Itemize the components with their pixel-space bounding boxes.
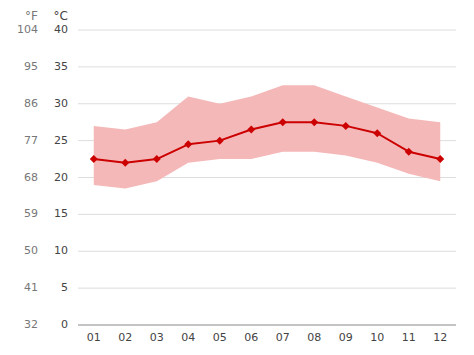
marker (373, 129, 381, 137)
grid-line (78, 66, 456, 67)
y2-tick-label: 86 (24, 97, 38, 110)
x-tick-label: 09 (339, 331, 353, 344)
grid-line (78, 288, 456, 289)
marker (405, 148, 413, 156)
marker (216, 137, 224, 145)
y-tick-label: 5 (61, 281, 68, 294)
marker (121, 159, 129, 167)
y2-tick-label: 77 (24, 134, 38, 147)
marker (153, 155, 161, 163)
y-tick-label: 30 (54, 97, 68, 110)
marker (90, 155, 98, 163)
y2-tick-label: 50 (24, 244, 38, 257)
marker (184, 140, 192, 148)
x-tick-label: 06 (244, 331, 258, 344)
x-axis-line (78, 325, 456, 326)
grid (78, 30, 456, 325)
plot-area (90, 85, 445, 188)
y-axis-label: °C (54, 9, 68, 23)
x-tick-label: 02 (118, 331, 132, 344)
y-tick-label: 40 (54, 23, 68, 36)
y2-tick-label: 95 (24, 60, 38, 73)
chart: 05101520253035403241505968778695104°C°F0… (0, 0, 474, 355)
x-tick-label: 10 (370, 331, 384, 344)
x-tick-label: 08 (307, 331, 321, 344)
y-tick-label: 20 (54, 171, 68, 184)
x-tick-label: 01 (87, 331, 101, 344)
y2-tick-label: 41 (24, 281, 38, 294)
range-band (94, 85, 441, 188)
marker (310, 118, 318, 126)
x-tick-label: 11 (402, 331, 416, 344)
x-tick-label: 04 (181, 331, 195, 344)
y2-tick-label: 59 (24, 207, 38, 220)
line (94, 122, 441, 163)
y-tick-label: 35 (54, 60, 68, 73)
grid-line (78, 325, 456, 326)
y-tick-label: 15 (54, 207, 68, 220)
y-tick-label: 0 (61, 318, 68, 331)
y2-tick-label: 68 (24, 171, 38, 184)
y-tick-label: 25 (54, 134, 68, 147)
marker (279, 118, 287, 126)
x-tick-label: 12 (433, 331, 447, 344)
y2-tick-label: 104 (17, 23, 38, 36)
grid-line (78, 214, 456, 215)
marker (247, 126, 255, 134)
x-tick-label: 05 (213, 331, 227, 344)
marker (342, 122, 350, 130)
x-tick-label: 03 (150, 331, 164, 344)
y2-axis-label: °F (25, 9, 38, 23)
grid-line (78, 251, 456, 252)
y2-tick-label: 32 (24, 318, 38, 331)
grid-line (78, 30, 456, 31)
marker (436, 155, 444, 163)
y-tick-label: 10 (54, 244, 68, 257)
x-tick-label: 07 (276, 331, 290, 344)
